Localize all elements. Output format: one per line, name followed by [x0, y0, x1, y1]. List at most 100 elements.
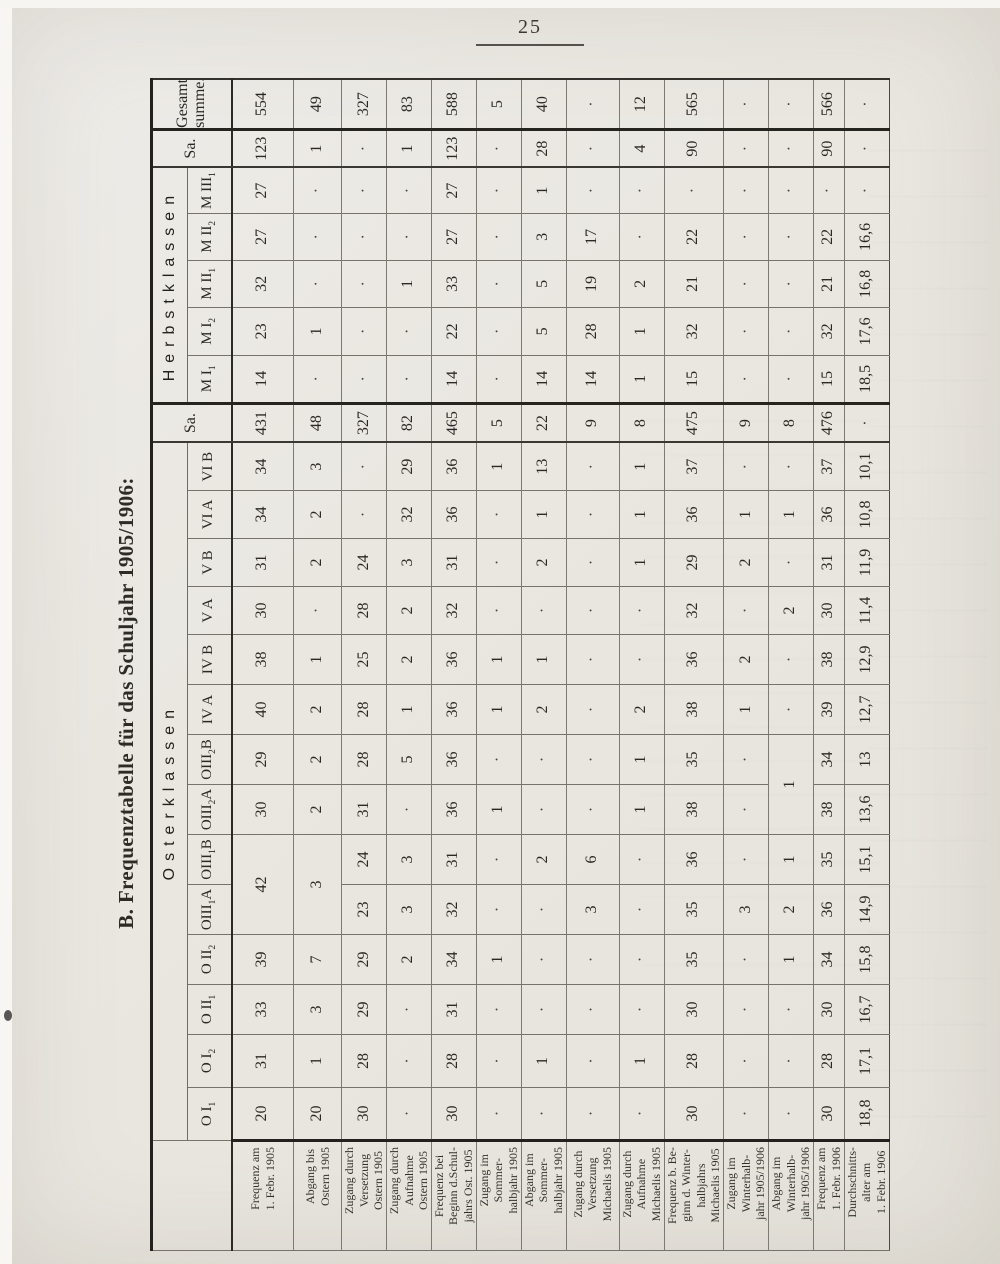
table-cell: 1	[476, 684, 522, 735]
table-cell: 5	[476, 79, 522, 130]
table-cell: 16,7	[844, 984, 890, 1035]
table-cell: 22	[431, 307, 477, 356]
table-cell: 15,1	[844, 834, 890, 885]
row-label: Frequenz bei Beginn d.Schul- jahrs Ost. …	[431, 1140, 477, 1251]
table-cell: ·	[768, 129, 814, 168]
table-cell: 1	[619, 538, 664, 587]
table-cell: 3	[293, 984, 342, 1035]
table-cell: 36	[431, 634, 477, 685]
table-cell: ·	[768, 79, 814, 130]
scan-edge-left	[0, 0, 12, 1264]
table-cell: ·	[386, 1087, 432, 1141]
column-header: OIII1B	[187, 834, 232, 885]
column-header: O II2	[187, 934, 232, 985]
table-cell: 48	[293, 403, 342, 443]
column-header: M I2	[187, 307, 232, 356]
table-cell: 1	[768, 490, 814, 539]
table-cell: 28	[813, 1034, 845, 1088]
table-cell: 17,6	[844, 307, 890, 356]
table-cell: 36	[431, 442, 477, 491]
table-cell: 34	[813, 934, 845, 985]
table-cell: 31	[341, 784, 387, 835]
row-label: Frequenz b. Be- ginn d. Winter- halbjahr…	[664, 1140, 724, 1251]
table-cell: 2	[386, 934, 432, 985]
table-cell: ·	[521, 934, 566, 985]
table-cell: ·	[723, 167, 769, 214]
table-cell: 82	[386, 403, 432, 443]
table-cell: 1	[521, 167, 566, 214]
table-cell: 24	[341, 834, 387, 885]
table-cell: 90	[664, 129, 724, 168]
table-cell: 14	[521, 355, 566, 404]
table-cell: 31	[431, 538, 477, 587]
table-cell: 1	[386, 129, 432, 168]
row-label: Zugang im Winterhalb- jahr 1905/1906	[723, 1140, 769, 1251]
table-cell: 1	[476, 784, 522, 835]
table-cell: ·	[619, 884, 664, 935]
table-cell: ·	[566, 490, 619, 539]
table-title: B. Frequenztabelle für das Schuljahr 190…	[114, 477, 138, 929]
table-cell: 3	[521, 213, 566, 261]
table-cell: 33	[231, 984, 294, 1035]
table-cell: ·	[619, 834, 664, 885]
table-cell: ·	[293, 213, 342, 261]
table-cell: 31	[231, 1034, 294, 1088]
table-cell: 2	[293, 490, 342, 539]
table-cell: 18,8	[844, 1087, 890, 1141]
table-cell: ·	[341, 213, 387, 261]
table-cell: 37	[813, 442, 845, 491]
table-cell: 23	[231, 307, 294, 356]
table-cell: ·	[619, 1087, 664, 1141]
table-cell: 15	[813, 355, 845, 404]
table-cell: 3	[386, 538, 432, 587]
table-cell: 1	[386, 260, 432, 308]
table-cell: ·	[521, 884, 566, 935]
table-cell: 123	[431, 129, 477, 168]
table-cell: 34	[431, 934, 477, 985]
table-cell: ·	[476, 490, 522, 539]
table-cell: 21	[664, 260, 724, 308]
table-cell: 21	[813, 260, 845, 308]
table-cell: 30	[664, 984, 724, 1035]
table-cell: ·	[341, 307, 387, 356]
table-cell: ·	[386, 167, 432, 214]
table-cell: 1	[476, 634, 522, 685]
scan-edge-top	[0, 0, 1000, 8]
column-header: VI A	[187, 490, 232, 539]
table-cell: ·	[723, 129, 769, 168]
table-cell: 1	[619, 307, 664, 356]
table-cell: 16,6	[844, 213, 890, 261]
table-cell: 1	[521, 634, 566, 685]
table-cell: 28	[431, 1034, 477, 1088]
table-cell: ·	[566, 784, 619, 835]
table-cell: ·	[386, 984, 432, 1035]
table-cell: 36	[664, 634, 724, 685]
scan-artifact	[868, 150, 988, 1150]
table-cell: 29	[664, 538, 724, 587]
table-row: Zugang durch Aufnahme Michaelis 1905 · 1 · ·…	[619, 79, 664, 1251]
table-cell: ·	[619, 984, 664, 1035]
table-cell: 1	[476, 934, 522, 985]
table-cell: ·	[476, 834, 522, 885]
table-cell: 28	[341, 586, 387, 635]
table-cell: ·	[723, 834, 769, 885]
table-cell: 27	[431, 213, 477, 261]
table-cell: ·	[476, 129, 522, 168]
column-header-sa-oster: Sa.	[151, 403, 232, 443]
table-cell: 18,5	[844, 355, 890, 404]
table-cell: ·	[476, 734, 522, 785]
table-cell: 2	[521, 684, 566, 735]
table-cell: 15,8	[844, 934, 890, 985]
table-cell: 13	[521, 442, 566, 491]
table-cell: 5	[521, 260, 566, 308]
table-cell: ·	[476, 884, 522, 935]
table-cell: ·	[521, 734, 566, 785]
table-cell: 35	[664, 934, 724, 985]
table-cell: 2	[521, 834, 566, 885]
table-cell: ·	[844, 403, 890, 443]
table-cell: 2	[521, 538, 566, 587]
table-cell: ·	[768, 1087, 814, 1141]
table-cell: ·	[476, 984, 522, 1035]
table-cell: ·	[566, 984, 619, 1035]
table-cell: ·	[386, 784, 432, 835]
